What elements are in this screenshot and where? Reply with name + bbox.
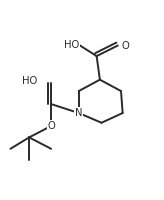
Text: O: O (121, 41, 129, 51)
Text: HO: HO (21, 76, 37, 86)
Text: O: O (47, 121, 55, 131)
Text: N: N (75, 108, 82, 118)
Text: HO: HO (64, 40, 79, 50)
